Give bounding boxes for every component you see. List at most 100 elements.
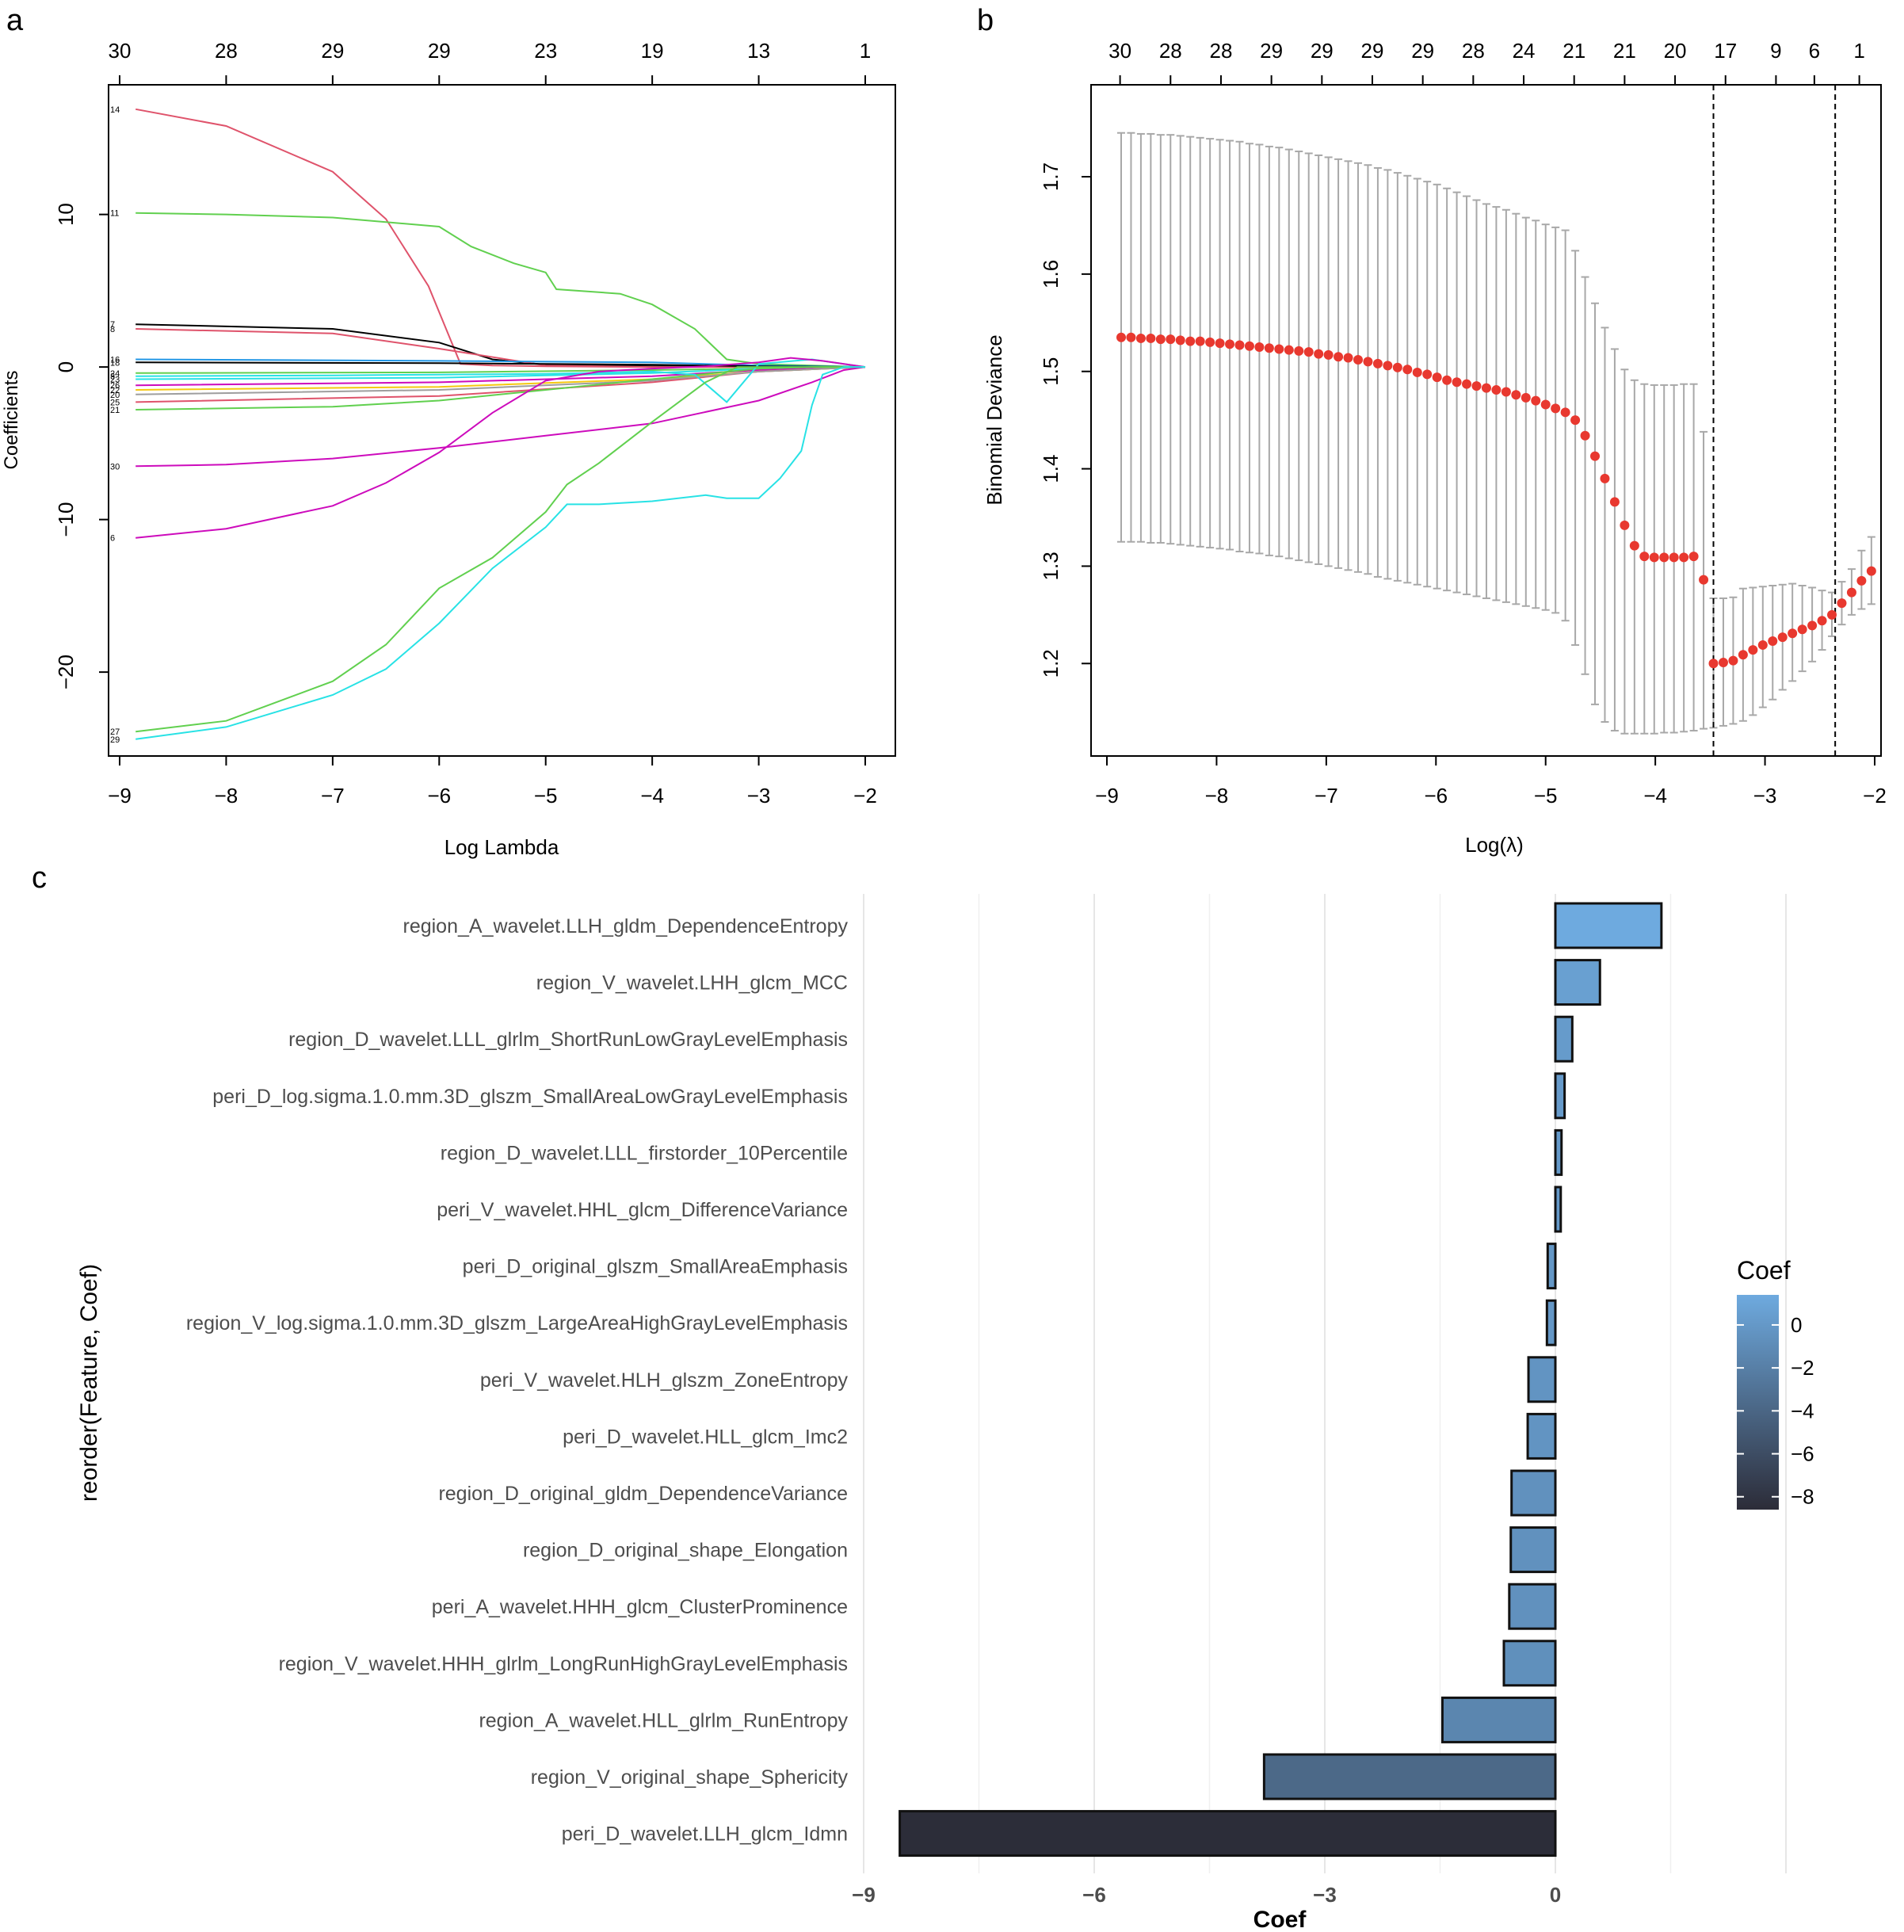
x-tick-label: −4 bbox=[1643, 784, 1667, 808]
deviance-points bbox=[1116, 332, 1876, 669]
deviance-point bbox=[1768, 636, 1778, 647]
feature-label: peri_V_wavelet.HLH_glszm_ZoneEntropy bbox=[480, 1369, 849, 1392]
coef-path-label: 27 bbox=[110, 727, 120, 737]
coef-path-label: 25 bbox=[110, 398, 120, 407]
coef-path-6 bbox=[135, 357, 866, 539]
plot-frame-a bbox=[108, 84, 896, 757]
error-bar bbox=[1423, 181, 1432, 588]
y-tick-label: −10 bbox=[54, 502, 78, 537]
legend-title: Coef bbox=[1737, 1256, 1791, 1285]
coef-path-label: 11 bbox=[110, 209, 119, 219]
top-tick-label: 17 bbox=[1714, 39, 1737, 63]
x-tick-label: −4 bbox=[640, 784, 664, 808]
coef-bar bbox=[1554, 902, 1663, 949]
error-bar bbox=[1541, 223, 1550, 611]
feature-labels: region_A_wavelet.LLH_gldm_DependenceEntr… bbox=[186, 915, 849, 1846]
error-bar bbox=[1620, 368, 1629, 735]
y-axis-title-a: Coefficients bbox=[1, 371, 22, 470]
coef-bar bbox=[1554, 1186, 1563, 1233]
x-tick-label: −8 bbox=[215, 784, 238, 808]
error-bar bbox=[1591, 302, 1600, 705]
deviance-point bbox=[1688, 552, 1699, 562]
error-bar bbox=[1334, 158, 1343, 569]
deviance-point bbox=[1817, 616, 1827, 626]
feature-label: region_D_original_gldm_DependenceVarianc… bbox=[438, 1483, 848, 1505]
y-tick-label: 1.2 bbox=[1039, 649, 1063, 678]
error-bar bbox=[1314, 154, 1323, 565]
feature-label: region_V_original_shape_Sphericity bbox=[531, 1766, 849, 1789]
coef-path-label: 7 bbox=[110, 320, 115, 330]
coef-bar bbox=[1554, 1015, 1574, 1063]
deviance-point bbox=[1738, 650, 1748, 660]
coef-path-label: 3 bbox=[110, 372, 115, 382]
top-tick-label: 24 bbox=[1513, 39, 1536, 63]
error-bar bbox=[1452, 191, 1461, 594]
deviance-point bbox=[1609, 497, 1620, 507]
deviance-point bbox=[1491, 385, 1501, 395]
legend-tick-label: −6 bbox=[1791, 1442, 1814, 1466]
deviance-point bbox=[1254, 342, 1265, 352]
feature-label: region_D_wavelet.LLL_glrlm_ShortRunLowGr… bbox=[288, 1029, 848, 1051]
error-bar bbox=[1413, 178, 1421, 586]
feature-label: region_A_wavelet.HLL_glrlm_RunEntropy bbox=[479, 1709, 848, 1732]
deviance-point bbox=[1225, 339, 1235, 349]
error-bar bbox=[1403, 174, 1412, 584]
legend-tick-label: −2 bbox=[1791, 1356, 1814, 1380]
top-tick-label: 13 bbox=[747, 39, 770, 63]
error-bar bbox=[1472, 199, 1481, 598]
feature-label: peri_D_wavelet.LLH_glcm_Idmn bbox=[562, 1823, 848, 1846]
legend-tick-label: −8 bbox=[1791, 1485, 1814, 1509]
coef-bar bbox=[1546, 1243, 1557, 1290]
coef-bar bbox=[1502, 1640, 1557, 1687]
error-bar bbox=[1551, 226, 1560, 614]
x-axis-title-c: Coef bbox=[1253, 1907, 1307, 1932]
coef-bar bbox=[1554, 1072, 1566, 1120]
gridlines-c bbox=[863, 894, 1787, 1873]
deviance-point bbox=[1383, 361, 1393, 371]
coef-path-11 bbox=[135, 212, 866, 368]
y-tick-label: 1.6 bbox=[1039, 260, 1063, 288]
x-tick-label: −3 bbox=[1753, 784, 1777, 808]
y-axis-title-b: Binomial Deviance bbox=[983, 334, 1006, 505]
coef-path-14 bbox=[135, 108, 865, 368]
x-tick-label: −9 bbox=[1095, 784, 1119, 808]
coef-bar bbox=[1545, 1299, 1557, 1346]
error-bar bbox=[1344, 160, 1353, 571]
feature-label: peri_D_log.sigma.1.0.mm.3D_glszm_SmallAr… bbox=[212, 1086, 848, 1108]
error-bar bbox=[1393, 172, 1402, 582]
feature-label: region_V_log.sigma.1.0.mm.3D_glszm_Large… bbox=[186, 1312, 848, 1334]
panel-b-cv-deviance: −9 −8 −7 −6 −5 −4 −3 −2 1.2 1.3 1.4 1.5 1.6 1.7 30 28… bbox=[983, 39, 1887, 857]
coefficient-bars bbox=[899, 902, 1663, 1858]
deviance-point bbox=[1442, 375, 1452, 385]
top-tick-label: 1 bbox=[1853, 39, 1864, 63]
deviance-point bbox=[1155, 334, 1166, 345]
x-tick-label: −5 bbox=[534, 784, 558, 808]
deviance-point bbox=[1146, 333, 1156, 343]
top-tick-label: 29 bbox=[1361, 39, 1384, 63]
top-tick-label: 28 bbox=[215, 39, 238, 63]
top-tick-label: 20 bbox=[1664, 39, 1687, 63]
coef-bar bbox=[1440, 1696, 1557, 1743]
error-bar bbox=[1571, 250, 1580, 646]
x-tick-label: −3 bbox=[747, 784, 771, 808]
x-axis-bottom-b: −9 −8 −7 −6 −5 −4 −3 −2 bbox=[1095, 755, 1887, 808]
error-bar bbox=[1561, 229, 1570, 622]
deviance-point bbox=[1600, 473, 1610, 483]
deviance-point bbox=[1264, 343, 1274, 353]
error-bar bbox=[1304, 152, 1313, 563]
feature-label: region_D_original_shape_Elongation bbox=[523, 1540, 848, 1562]
x-tick-label: −9 bbox=[108, 784, 132, 808]
feature-label: peri_D_wavelet.HLL_glcm_Imc2 bbox=[563, 1426, 848, 1448]
deviance-point bbox=[1679, 552, 1689, 563]
coef-path-label: 24 bbox=[110, 369, 120, 379]
top-tick-label: 30 bbox=[1108, 39, 1131, 63]
deviance-point bbox=[1343, 353, 1353, 363]
feature-label: region_V_wavelet.LHH_glcm_MCC bbox=[536, 972, 848, 995]
x-tick-label: −7 bbox=[321, 784, 345, 808]
coef-path-26 bbox=[135, 366, 866, 387]
x-axis-title-a: Log Lambda bbox=[445, 835, 559, 859]
deviance-point bbox=[1807, 620, 1818, 631]
error-bar bbox=[1354, 162, 1363, 573]
